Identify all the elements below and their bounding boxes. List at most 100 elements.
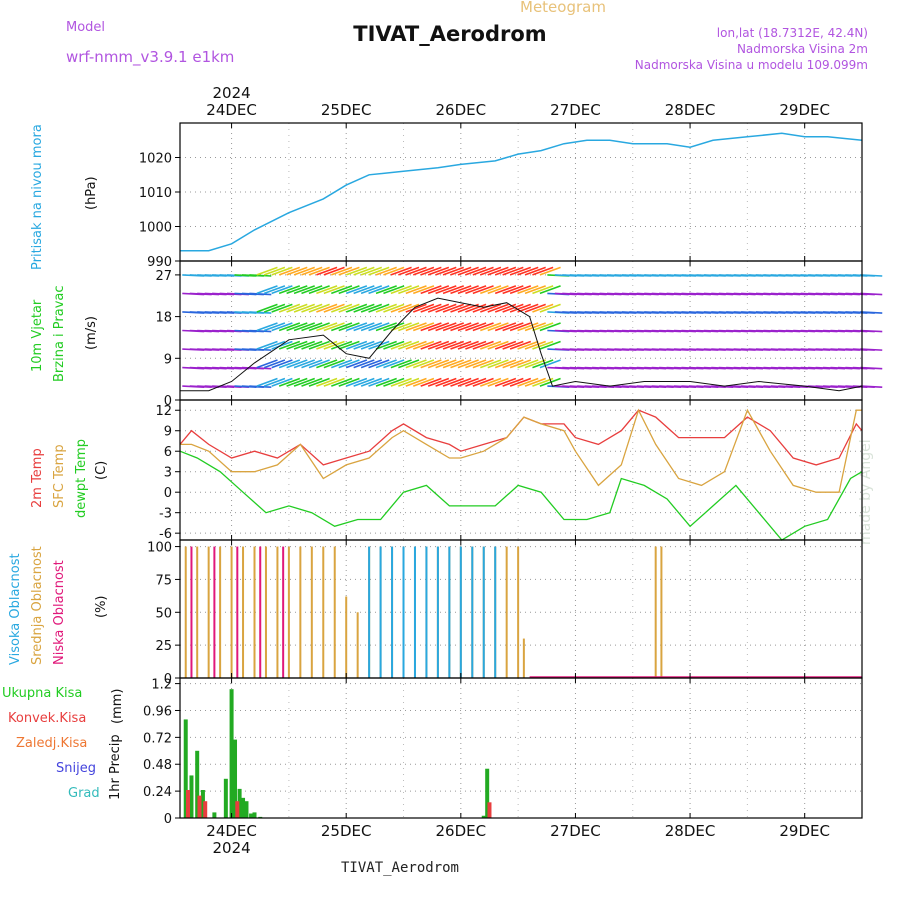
wind-barb	[345, 359, 368, 369]
wind-barb	[435, 377, 457, 387]
wind-barb	[517, 377, 539, 387]
cloud-bar-srednja	[333, 546, 336, 678]
wind-barb	[517, 285, 539, 295]
wind-barb	[539, 322, 561, 332]
y-tick-label: 27	[155, 269, 172, 284]
wind-barb	[427, 359, 450, 369]
wind-barb	[517, 266, 539, 276]
wind-barb	[286, 377, 308, 387]
precip-bar-konvekkisa	[197, 795, 202, 818]
cloud-bar-srednja	[654, 546, 657, 678]
wind-barb	[457, 285, 479, 295]
wind-barb	[278, 377, 301, 387]
wind-barb	[293, 377, 315, 387]
wind-barb	[457, 322, 479, 332]
wind-barb	[278, 303, 301, 313]
wind-barb	[360, 359, 383, 369]
wind-barb	[390, 303, 412, 313]
wind-barb	[457, 266, 479, 276]
wind-barb	[532, 266, 554, 276]
y-tick-label: 0	[164, 672, 172, 687]
wind-barb	[405, 340, 427, 350]
y-tick-label: -6	[159, 527, 172, 542]
precip-bar-ukupnakisa	[200, 790, 205, 818]
wind-barb	[405, 285, 427, 295]
cloud-bar-visoka	[402, 546, 405, 678]
wind-barb	[502, 266, 524, 276]
wind-barb	[412, 359, 435, 369]
wind-barb	[435, 285, 457, 295]
bottom-date-label: 28DEC	[665, 822, 716, 840]
precip-bar-ukupnakisa	[252, 812, 257, 818]
wind-barb	[375, 322, 397, 332]
wind-barb	[472, 340, 494, 350]
wind-barb	[249, 366, 272, 370]
wind-barb	[263, 359, 286, 369]
wind-barb	[480, 303, 502, 313]
precip-bar-ukupnakisa	[229, 689, 234, 818]
cloud-bar-srednja	[219, 546, 222, 678]
wind-barb	[331, 285, 353, 295]
wind-barb	[308, 340, 330, 350]
wind-barb	[494, 322, 517, 332]
bottom-year-label: 2024	[212, 839, 250, 857]
wind-barb	[345, 285, 368, 295]
wind-barb	[278, 340, 301, 350]
y-tick-label: 3	[164, 466, 172, 481]
wind-barb	[509, 322, 532, 332]
wind-barb	[360, 340, 383, 350]
wind-barb	[465, 377, 487, 387]
wind-barb	[517, 322, 539, 332]
wind-barb	[472, 359, 494, 369]
wind-barb	[383, 322, 405, 332]
wind-barb	[286, 322, 308, 332]
precip-bar-ukupnakisa	[223, 778, 228, 818]
wind-barb	[420, 303, 442, 313]
wind-barb	[368, 303, 390, 313]
wind-barb	[345, 303, 368, 313]
model-label: Model	[66, 20, 106, 35]
precip-bar-ukupnakisa	[183, 719, 188, 818]
wind-barb	[420, 266, 442, 276]
wind-barb	[517, 303, 539, 313]
wind-barb	[331, 303, 353, 313]
wind-barb	[331, 322, 353, 332]
wind-barb	[301, 322, 323, 332]
wind-barb	[271, 340, 293, 350]
wind-barb	[502, 359, 524, 369]
cloud-bar-srednja	[230, 546, 233, 678]
wind-barb	[465, 266, 487, 276]
wind-barb	[442, 377, 464, 387]
cloud-bar-srednja	[264, 546, 267, 678]
precip-bar-ukupnakisa	[212, 812, 217, 818]
wind-barb	[331, 377, 353, 387]
cloud-bar-srednja	[287, 546, 290, 678]
wind-barb	[249, 311, 272, 314]
wind-barb	[308, 322, 330, 332]
wind-barb	[375, 303, 397, 313]
wind-barb	[256, 322, 278, 332]
top-date-label: 24DEC	[206, 101, 257, 119]
wind-barb	[398, 340, 420, 350]
wind-barb	[316, 340, 338, 350]
legend-snow: Snijeg	[56, 761, 96, 776]
wind-barb	[442, 266, 464, 276]
wind-barb	[435, 303, 457, 313]
wind-barb	[383, 266, 405, 276]
wind-barb	[517, 359, 539, 369]
wind-barb	[368, 377, 390, 387]
y-tick-label: 0.72	[143, 731, 172, 746]
cloud-bar-srednja	[253, 546, 256, 678]
wind-barb	[286, 285, 308, 295]
wind-barb	[442, 303, 464, 313]
cloud-bar-visoka	[391, 546, 394, 678]
wind-barb	[539, 340, 561, 350]
wind-barb	[390, 285, 412, 295]
wind-barb	[360, 266, 383, 276]
wind-barb	[368, 359, 390, 369]
wind-barb	[308, 359, 330, 369]
wind-barb	[465, 359, 487, 369]
wind-barb	[263, 266, 286, 276]
wind-barb	[353, 303, 375, 313]
wind-barb	[442, 340, 464, 350]
